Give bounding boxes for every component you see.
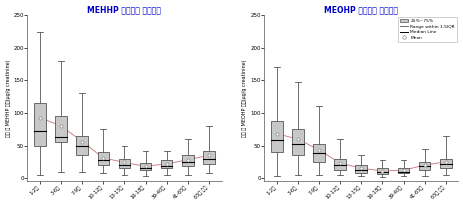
Title: MEOHP 일반인구 노출수준: MEOHP 일반인구 노출수준 [324,6,397,15]
Bar [376,168,388,173]
Bar [439,159,450,168]
Bar [292,129,303,155]
Bar [418,162,430,170]
Bar [181,155,193,166]
Bar [55,116,67,142]
Bar [34,103,46,145]
Legend: 25%~75%, Range within 1.5IQR, Median Line, Mean: 25%~75%, Range within 1.5IQR, Median Lin… [397,17,456,42]
Y-axis label: 소변 중 MEOHP 농도(μg/g creatinine): 소변 중 MEOHP 농도(μg/g creatinine) [242,60,247,137]
Bar [161,160,172,168]
Bar [76,136,88,155]
Bar [334,159,345,170]
Bar [270,121,282,152]
Bar [203,151,214,164]
Bar [397,168,408,173]
Bar [313,144,324,162]
Title: MEHHP 일반인구 노출수준: MEHHP 일반인구 노출수준 [87,6,161,15]
Bar [355,165,366,173]
Bar [119,159,130,168]
Bar [139,163,151,170]
Bar [97,152,109,165]
Y-axis label: 소변 중 MEHHP 농도(μg/g creatinine): 소변 중 MEHHP 농도(μg/g creatinine) [6,60,11,137]
